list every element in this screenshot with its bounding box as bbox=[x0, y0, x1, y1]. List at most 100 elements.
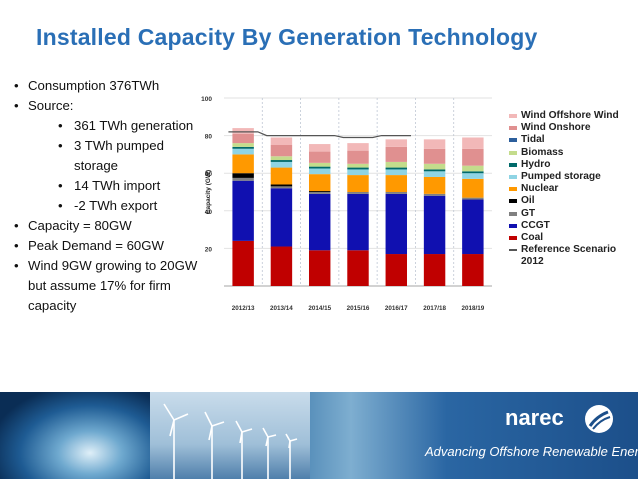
bar-wind-offshore-wind-segment bbox=[462, 137, 484, 149]
legend-swatch bbox=[509, 150, 517, 155]
x-tick-label: 2015/16 bbox=[347, 305, 370, 312]
legend-item-tidal: Tidal bbox=[509, 134, 637, 146]
slide-title: Installed Capacity By Generation Technol… bbox=[36, 24, 538, 50]
bar-wind-offshore-wind-segment bbox=[270, 137, 293, 145]
bar-nuclear-segment bbox=[270, 167, 293, 185]
legend-item-oil: Oil bbox=[509, 195, 637, 207]
bar-pumped-storage-segment bbox=[423, 171, 446, 177]
bar-hydro-segment bbox=[423, 169, 446, 172]
bar-hydro-segment bbox=[385, 167, 408, 170]
bar-wind-onshore-segment bbox=[423, 148, 446, 164]
legend-item-wind-offshore: Wind Offshore Wind bbox=[509, 110, 637, 122]
bar-oil-segment bbox=[308, 191, 331, 192]
bar-biomass-segment bbox=[462, 165, 484, 172]
legend-label: Pumped storage bbox=[521, 170, 601, 182]
bar-wind-onshore-segment bbox=[385, 146, 408, 162]
legend-swatch bbox=[509, 187, 517, 192]
x-tick-label: 2016/17 bbox=[385, 305, 408, 312]
bar-nuclear-segment bbox=[232, 154, 254, 174]
legend-swatch bbox=[509, 249, 517, 252]
legend-label: CCGT bbox=[521, 219, 550, 231]
bar-pumped-storage-segment bbox=[385, 169, 408, 176]
bullet-generation: 361 TWh generation bbox=[14, 116, 210, 136]
legend-label: Oil bbox=[521, 195, 535, 207]
bar-gt-segment bbox=[347, 192, 369, 194]
x-tick-label: 2018/19 bbox=[461, 305, 484, 312]
reference-scenario-line bbox=[228, 131, 412, 139]
legend-item-hydro: Hydro bbox=[509, 159, 637, 171]
bar-pumped-storage-segment bbox=[232, 148, 254, 155]
legend-item-nuclear: Nuclear bbox=[509, 183, 637, 195]
y-tick-label: 100 bbox=[201, 96, 212, 103]
bullet-wind: Wind 9GW growing to 20GW but assume 17% … bbox=[14, 256, 210, 316]
bar-wind-offshore-wind-segment bbox=[308, 144, 331, 152]
bar-pumped-storage-segment bbox=[462, 173, 484, 179]
bar-biomass-segment bbox=[308, 162, 331, 167]
narec-tagline: Advancing Offshore Renewable Energy bbox=[425, 444, 638, 459]
bar-nuclear-segment bbox=[385, 175, 408, 192]
bar-hydro-segment bbox=[462, 171, 484, 174]
x-tick-label: 2013/14 bbox=[270, 305, 293, 312]
wind-turbines-image bbox=[150, 392, 310, 479]
bar-wind-offshore-wind-segment bbox=[385, 139, 408, 147]
legend-label: Wind Onshore bbox=[521, 122, 591, 134]
legend-item-pumped-storage: Pumped storage bbox=[509, 171, 637, 183]
narec-logo-text: narec bbox=[505, 405, 564, 430]
bar-hydro-segment bbox=[232, 146, 254, 149]
bar-wind-offshore-wind-segment bbox=[232, 128, 254, 134]
bar-wind-offshore-wind-segment bbox=[423, 139, 446, 149]
wave-image bbox=[0, 392, 150, 479]
bar-coal-segment bbox=[308, 250, 331, 286]
bar-wind-onshore-segment bbox=[270, 145, 293, 157]
legend-item-ccgt: CCGT bbox=[509, 220, 637, 232]
legend-item-coal: Coal bbox=[509, 232, 637, 244]
legend-label: Biomass bbox=[521, 146, 564, 158]
legend-label: Nuclear bbox=[521, 183, 559, 195]
legend-swatch bbox=[509, 174, 517, 179]
bar-pumped-storage-segment bbox=[347, 169, 369, 176]
bar-coal-segment bbox=[462, 254, 484, 286]
legend-item-biomass: Biomass bbox=[509, 147, 637, 159]
bar-biomass-segment bbox=[423, 163, 446, 170]
legend-label: GT bbox=[521, 207, 536, 219]
x-tick-label: 2017/18 bbox=[423, 305, 446, 312]
bar-wind-onshore-segment bbox=[232, 133, 254, 144]
bar-coal-segment bbox=[347, 250, 369, 286]
bar-nuclear-segment bbox=[462, 178, 484, 198]
legend-swatch bbox=[509, 235, 517, 240]
bar-gt-segment bbox=[270, 186, 293, 189]
bar-coal-segment bbox=[423, 254, 446, 286]
legend-label: Reference Scenario 2012 bbox=[521, 244, 617, 268]
narec-logo-icon bbox=[585, 405, 613, 433]
bar-nuclear-segment bbox=[347, 175, 369, 192]
bar-biomass-segment bbox=[347, 163, 369, 168]
bar-hydro-segment bbox=[308, 166, 331, 169]
bar-nuclear-segment bbox=[423, 176, 446, 194]
turbine-icon bbox=[163, 403, 298, 479]
legend-label: Wind Offshore Wind bbox=[521, 110, 619, 121]
bullet-pumped-storage: 3 TWh pumped storage bbox=[14, 136, 210, 176]
bar-ccgt-segment bbox=[385, 193, 408, 255]
bar-wind-offshore-wind-segment bbox=[347, 143, 369, 151]
bullet-export: -2 TWh export bbox=[14, 196, 210, 216]
bar-oil-segment bbox=[270, 184, 293, 187]
bar-ccgt-segment bbox=[270, 188, 293, 247]
bullet-peak-demand: Peak Demand = 60GW bbox=[14, 236, 210, 256]
bar-ccgt-segment bbox=[423, 195, 446, 255]
bullet-source: Source: bbox=[14, 96, 210, 116]
legend-label: Hydro bbox=[521, 158, 551, 170]
bar-oil-segment bbox=[232, 173, 254, 178]
bar-gt-segment bbox=[232, 177, 254, 181]
legend-swatch bbox=[509, 223, 517, 228]
bar-gt-segment bbox=[462, 197, 484, 200]
bar-ccgt-segment bbox=[347, 193, 369, 251]
legend-swatch bbox=[509, 126, 517, 131]
capacity-chart: 20 40 60 80 100 Capacity (GW) 2012/13 2013/14 20… bbox=[201, 96, 492, 312]
bar-wind-onshore-segment bbox=[347, 150, 369, 164]
bar-ccgt-segment bbox=[232, 180, 254, 241]
bar-hydro-segment bbox=[270, 160, 293, 162]
bar-ccgt-segment bbox=[308, 193, 331, 251]
x-tick-label: 2014/15 bbox=[308, 305, 331, 312]
bar-gt-segment bbox=[385, 192, 408, 194]
legend-swatch bbox=[509, 199, 517, 204]
